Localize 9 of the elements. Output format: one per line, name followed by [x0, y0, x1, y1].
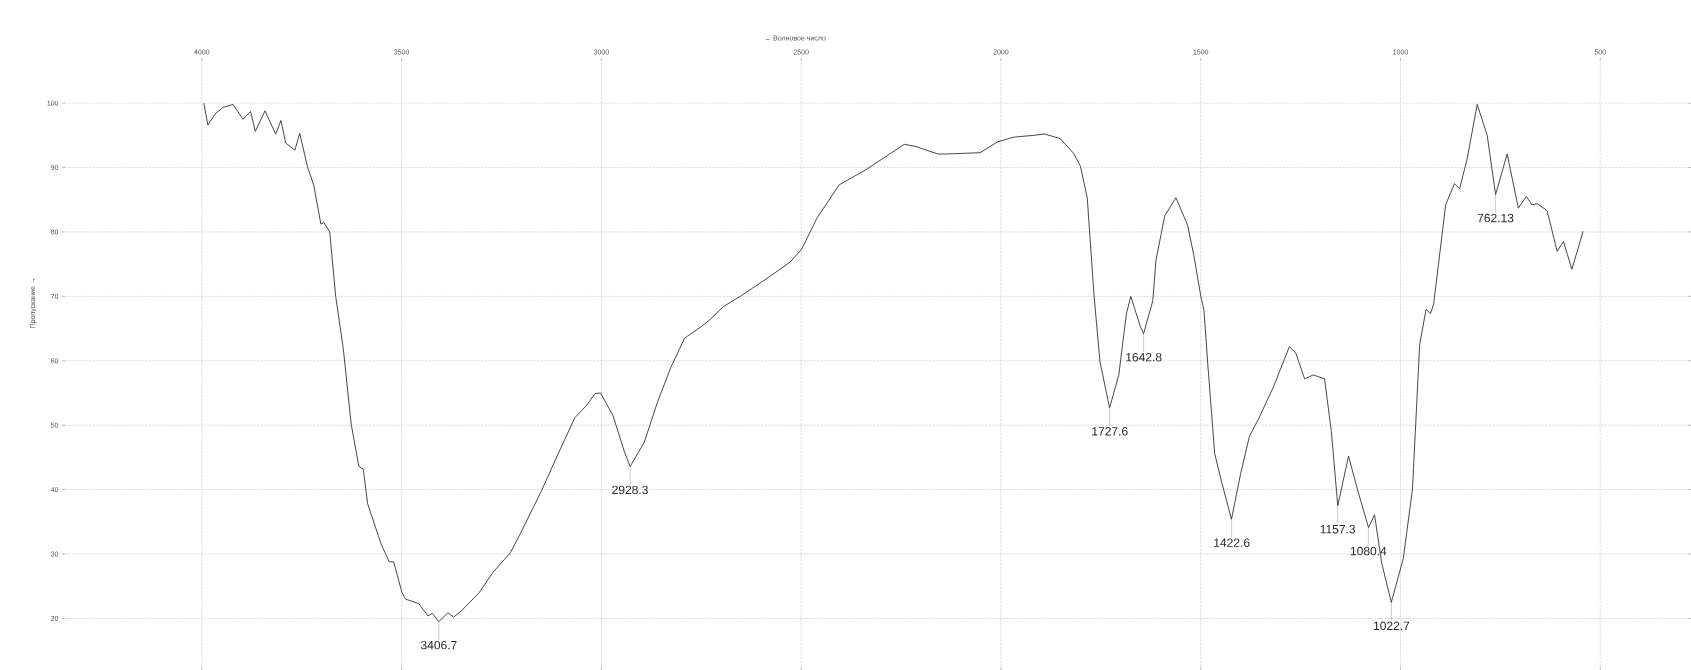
annotation: 2928.3: [612, 485, 648, 495]
annotation: 762.13: [1477, 213, 1514, 223]
annotation: 1727.6: [1092, 427, 1128, 436]
annotation: 1422.6: [1214, 538, 1250, 547]
annotation: 1157.3: [1320, 524, 1356, 534]
annotation: 3406.7: [420, 640, 457, 650]
annotation: 1642.8: [1126, 352, 1162, 362]
annotation: 1022.7: [1373, 621, 1410, 631]
annotation: 1080.4: [1350, 546, 1387, 556]
